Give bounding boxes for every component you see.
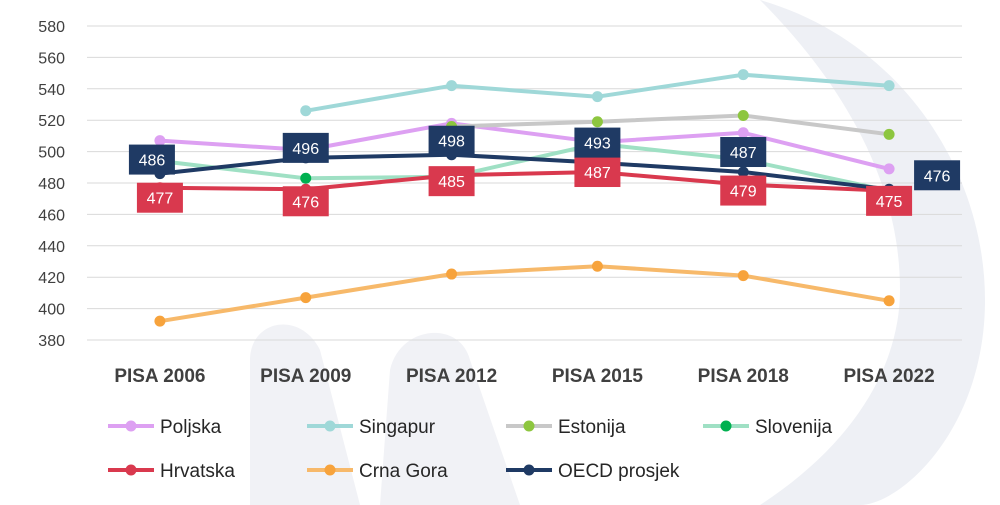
legend-label: Hrvatska (160, 461, 235, 482)
data-label: 487 (584, 165, 611, 182)
y-axis: 380 400 420 440 460 480 500 520 540 560 580 (38, 19, 65, 350)
point-oecd-prosjek (737, 166, 749, 178)
data-label: 477 (147, 191, 174, 208)
legend-label: Poljska (160, 417, 222, 438)
data-label-box (128, 144, 175, 175)
y-tick-label: 540 (38, 82, 65, 99)
legend-label: Crna Gora (359, 461, 448, 482)
y-tick-label: 440 (38, 239, 65, 256)
x-tick-label: PISA 2009 (260, 366, 351, 387)
point-singapur (591, 91, 603, 103)
y-tick-label: 460 (38, 207, 65, 224)
data-label-box (428, 166, 475, 197)
y-tick-label: 560 (38, 50, 65, 67)
data-label-box (574, 157, 621, 188)
data-labels: 477 476 485 487 479 475 486 496 498 493 487 476 (128, 125, 961, 217)
point-estonija (591, 116, 603, 128)
data-label: 485 (438, 174, 465, 191)
data-label: 479 (730, 184, 757, 201)
point-singapur (300, 105, 312, 117)
x-axis: PISA 2006 PISA 2009 PISA 2012 PISA 2015 PISA… (114, 366, 934, 387)
series-line-slovenija (157, 141, 892, 193)
data-label: 475 (876, 194, 903, 211)
y-tick-label: 480 (38, 176, 65, 193)
series-layer (154, 69, 895, 327)
legend-marker (324, 464, 336, 476)
legend-marker (324, 420, 336, 432)
series-line-crna-gora (157, 264, 892, 324)
point-singapur (883, 80, 895, 92)
data-label: 476 (924, 168, 951, 185)
data-label: 476 (292, 194, 319, 211)
data-label: 493 (584, 136, 611, 153)
y-tick-label: 400 (38, 302, 65, 319)
point-singapur (737, 69, 749, 81)
y-tick-label: 380 (38, 333, 65, 350)
point-slovenija (300, 172, 312, 184)
point-crna-gora (154, 315, 166, 327)
point-estonija (883, 128, 895, 140)
point-poljska (883, 163, 895, 175)
point-crna-gora (300, 292, 312, 304)
data-label: 498 (438, 134, 465, 151)
series-line-estonija (449, 113, 892, 137)
data-label-box (866, 185, 913, 216)
point-crna-gora (591, 260, 603, 272)
point-estonija (737, 109, 749, 121)
point-crna-gora (737, 270, 749, 282)
legend-label: Singapur (359, 417, 436, 438)
legend-label: OECD prosjek (558, 461, 680, 482)
data-label-box (720, 175, 767, 206)
y-tick-label: 520 (38, 113, 65, 130)
data-label-box (136, 182, 183, 213)
legend-marker (125, 464, 137, 476)
point-crna-gora (883, 295, 895, 307)
series-line-poljska (157, 121, 892, 171)
y-tick-label: 420 (38, 270, 65, 287)
data-label-box (282, 132, 329, 163)
data-label: 496 (292, 141, 319, 158)
series-line-oecd-prosjek (157, 152, 892, 192)
x-tick-label: PISA 2012 (406, 366, 497, 387)
data-label: 486 (139, 153, 166, 170)
point-crna-gora (446, 268, 458, 280)
data-label-box (574, 127, 621, 158)
data-label-box (720, 137, 767, 168)
y-tick-label: 580 (38, 19, 65, 36)
data-label-box (428, 125, 475, 156)
x-tick-label: PISA 2018 (698, 366, 789, 387)
legend-marker (523, 420, 535, 432)
x-tick-label: PISA 2022 (843, 366, 934, 387)
legend: Poljska Singapur Estonija Slovenija Hrvatska… (108, 417, 833, 482)
data-label-box (282, 186, 329, 217)
legend-label: Estonija (558, 417, 626, 438)
point-poljska (737, 127, 749, 139)
legend-marker (720, 420, 732, 432)
legend-marker (125, 420, 137, 432)
x-tick-label: PISA 2006 (114, 366, 205, 387)
point-singapur (446, 80, 458, 92)
data-label: 487 (730, 145, 757, 162)
legend-marker (523, 464, 535, 476)
data-label-box (914, 160, 961, 191)
x-tick-label: PISA 2015 (552, 366, 644, 387)
background-decoration (250, 0, 985, 505)
series-line-hrvatska (157, 170, 892, 193)
y-tick-label: 500 (38, 145, 65, 162)
point-poljska (154, 135, 166, 147)
legend-label: Slovenija (755, 417, 833, 438)
